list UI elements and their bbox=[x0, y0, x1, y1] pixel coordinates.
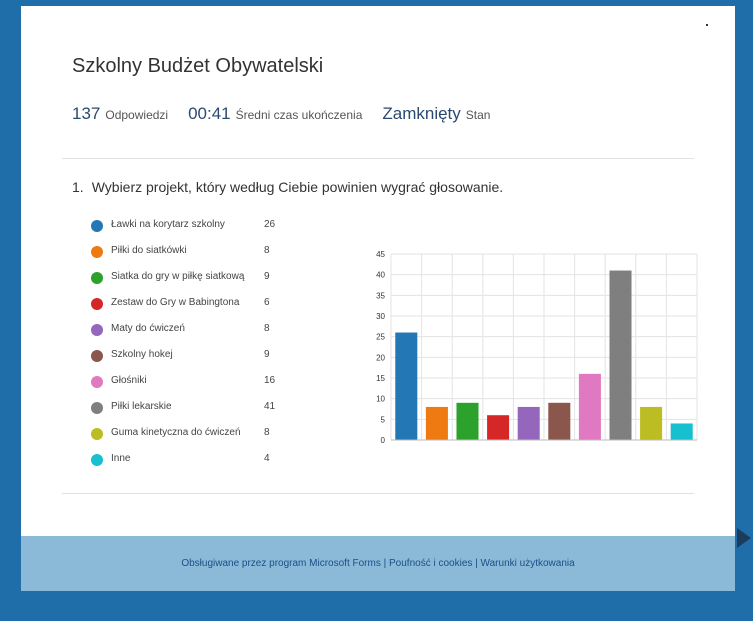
legend-label: Piłki lekarskie bbox=[111, 401, 172, 412]
bar bbox=[517, 406, 540, 440]
bar bbox=[487, 415, 510, 440]
legend-count: 9 bbox=[264, 349, 270, 360]
legend-dot-icon bbox=[91, 272, 103, 284]
legend-count: 6 bbox=[264, 297, 270, 308]
responses-count: 137 bbox=[72, 104, 101, 123]
legend-dot-icon bbox=[91, 402, 103, 414]
footer-privacy-link[interactable]: Poufność i cookies bbox=[389, 558, 473, 569]
footer-separator: | bbox=[472, 558, 481, 569]
y-tick-label: 15 bbox=[376, 374, 385, 383]
divider-bottom bbox=[62, 493, 694, 494]
avg-time-value: 00:41 bbox=[188, 104, 231, 123]
footer: Obsługiwane przez program Microsoft Form… bbox=[21, 536, 735, 591]
y-tick-label: 0 bbox=[381, 436, 386, 444]
legend-count: 8 bbox=[264, 323, 270, 334]
bar bbox=[578, 373, 601, 440]
y-tick-label: 35 bbox=[376, 291, 385, 300]
legend-count: 26 bbox=[264, 219, 276, 230]
form-title: Szkolny Budżet Obywatelski bbox=[72, 55, 324, 77]
bar bbox=[609, 270, 632, 440]
y-tick-label: 40 bbox=[376, 271, 385, 280]
question-heading: 1. Wybierz projekt, który według Ciebie p… bbox=[72, 179, 503, 195]
y-tick-label: 5 bbox=[381, 415, 386, 424]
legend-count: 4 bbox=[264, 453, 270, 464]
question-number: 1. bbox=[72, 179, 84, 195]
responses-label: Odpowiedzi bbox=[105, 108, 169, 122]
y-tick-label: 45 bbox=[376, 250, 385, 259]
legend-label: Zestaw do Gry w Babingtona bbox=[111, 297, 240, 308]
bar-chart: 0 5 10 15 20 25 30 35 40 45 bbox=[351, 244, 711, 449]
legend-count: 9 bbox=[264, 271, 270, 282]
legend-count: 41 bbox=[264, 401, 276, 412]
y-tick-label: 25 bbox=[376, 333, 385, 342]
legend-label: Guma kinetyczna do ćwiczeń bbox=[111, 427, 241, 438]
legend-label: Siatka do gry w piłkę siatkową bbox=[111, 271, 245, 282]
bar bbox=[425, 406, 448, 440]
legend-count: 8 bbox=[264, 245, 270, 256]
divider-top bbox=[62, 158, 694, 159]
legend-dot-icon bbox=[91, 454, 103, 466]
legend-label: Piłki do siatkówki bbox=[111, 245, 187, 256]
legend-dot-icon bbox=[91, 298, 103, 310]
legend-label: Inne bbox=[111, 453, 131, 464]
legend-dot-icon bbox=[91, 350, 103, 362]
legend-count: 16 bbox=[264, 375, 276, 386]
dot-mark bbox=[706, 24, 708, 26]
bar bbox=[670, 423, 693, 440]
form-summary-card: Szkolny Budżet Obywatelski 137 Odpowiedz… bbox=[21, 6, 735, 536]
legend-count: 8 bbox=[264, 427, 270, 438]
form-stats: 137 Odpowiedzi 00:41 Średni czas ukończe… bbox=[72, 104, 510, 124]
legend-label: Ławki na korytarz szkolny bbox=[111, 219, 225, 230]
y-tick-label: 30 bbox=[376, 312, 385, 321]
legend-dot-icon bbox=[91, 428, 103, 440]
bar bbox=[548, 402, 571, 440]
bar bbox=[640, 406, 663, 440]
bar-chart-svg: 0 5 10 15 20 25 30 35 40 45 bbox=[376, 250, 698, 445]
legend-dot-icon bbox=[91, 246, 103, 258]
legend-dot-icon bbox=[91, 324, 103, 336]
question-text: Wybierz projekt, który według Ciebie pow… bbox=[91, 179, 504, 195]
y-tick-label: 20 bbox=[376, 353, 385, 362]
footer-separator: | bbox=[380, 558, 389, 569]
footer-terms-link[interactable]: Warunki użytkowania bbox=[480, 558, 575, 569]
footer-powered-link[interactable]: Obsługiwane przez program Microsoft Form… bbox=[181, 558, 381, 569]
legend-dot-icon bbox=[91, 220, 103, 232]
y-tick-label: 10 bbox=[376, 395, 385, 404]
legend-label: Szkolny hokej bbox=[111, 349, 173, 360]
legend-label: Głośniki bbox=[111, 375, 147, 386]
bar bbox=[456, 402, 479, 440]
status-label: Stan bbox=[465, 108, 491, 122]
next-arrow-icon[interactable] bbox=[737, 528, 751, 548]
legend-label: Maty do ćwiczeń bbox=[111, 323, 185, 334]
status-value: Zamknięty bbox=[382, 104, 461, 123]
bar bbox=[395, 332, 418, 440]
legend-dot-icon bbox=[91, 376, 103, 388]
avg-time-label: Średni czas ukończenia bbox=[235, 108, 363, 122]
